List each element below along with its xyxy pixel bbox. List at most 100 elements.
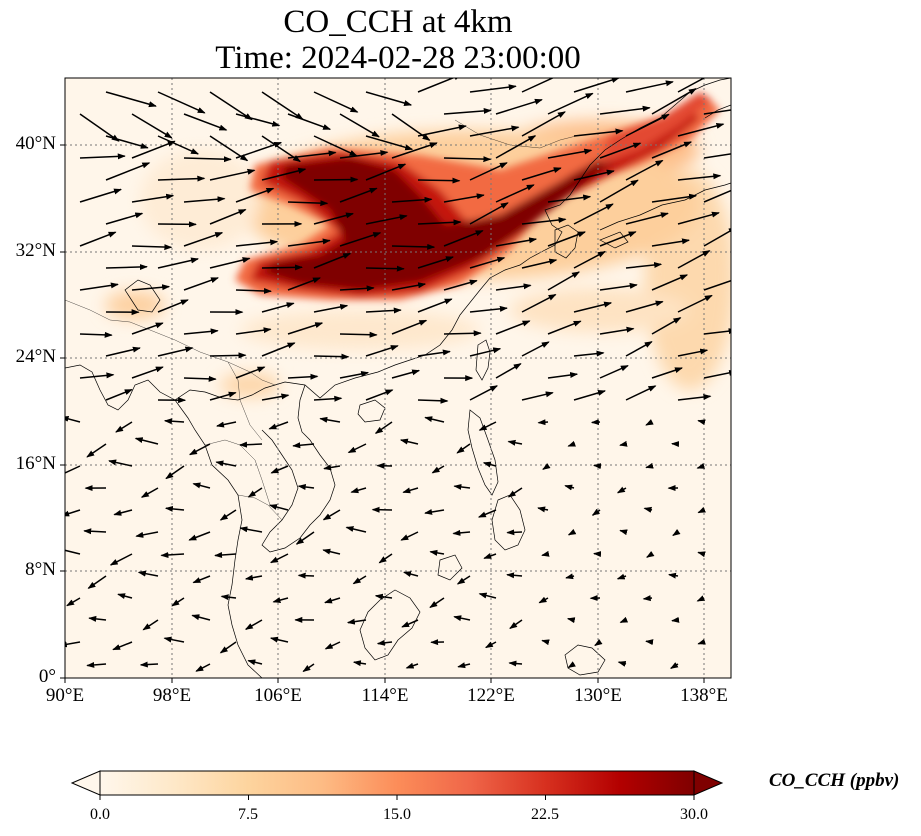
wind-arrow <box>244 619 263 630</box>
wind-arrow <box>482 461 497 468</box>
wind-arrow <box>429 597 445 609</box>
wind-arrow <box>645 639 654 646</box>
wind-arrow <box>599 231 637 247</box>
wind-arrow <box>506 572 523 579</box>
wind-arrow <box>547 320 582 335</box>
wind-arrow <box>509 619 523 630</box>
wind-arrow <box>391 319 428 335</box>
wind-arrow <box>209 168 256 181</box>
wind-arrow <box>651 141 693 159</box>
wind-arrow <box>261 393 290 401</box>
wind-arrow <box>391 196 433 203</box>
wind-arrow <box>697 638 706 645</box>
wind-arrow <box>365 307 402 314</box>
wind-arrow <box>616 573 627 580</box>
wind-arrow <box>547 92 594 115</box>
wind-arrow <box>313 212 354 225</box>
gridlines <box>65 78 731 678</box>
wind-arrow <box>347 443 367 454</box>
wind-arrow <box>117 593 133 599</box>
wind-arrow <box>677 173 722 181</box>
colorbar-gradient <box>99 770 695 796</box>
wind-arrow <box>677 294 713 313</box>
wind-arrow <box>247 659 263 666</box>
coastlines <box>65 78 731 678</box>
wind-arrow <box>452 529 471 536</box>
wind-arrow <box>469 347 502 357</box>
wind-arrow <box>189 443 211 456</box>
wind-arrow <box>508 660 523 667</box>
wind-arrow <box>313 303 349 313</box>
wind-arrow <box>157 175 206 182</box>
wind-arrow <box>495 135 537 159</box>
wind-arrow <box>670 662 679 669</box>
wind-arrow <box>651 367 683 379</box>
wind-arrow <box>365 163 407 181</box>
wind-arrow <box>567 661 576 669</box>
wind-arrow <box>424 416 445 423</box>
wind-arrow <box>521 167 562 181</box>
wind-arrow <box>131 113 173 139</box>
wind-arrow <box>456 443 471 454</box>
wind-arrow <box>163 418 185 425</box>
wind-arrow <box>195 663 211 672</box>
wind-arrow <box>272 597 289 603</box>
wind-arrow <box>671 616 680 623</box>
wind-arrow <box>417 349 451 357</box>
wind-arrow <box>339 187 378 203</box>
wind-arrow <box>391 243 436 250</box>
lon-label-122e: 122°E <box>467 685 515 706</box>
wind-arrow <box>339 285 375 292</box>
wind-arrow <box>209 257 251 269</box>
wind-arrow <box>564 484 575 491</box>
wind-arrow <box>599 282 638 291</box>
wind-arrow <box>346 618 367 625</box>
wind-arrow <box>157 257 199 269</box>
wind-arrow <box>164 505 185 512</box>
wind-arrow <box>183 375 217 382</box>
wind-arrow <box>521 217 567 225</box>
wind-arrow <box>209 391 237 401</box>
wind-arrow <box>319 416 341 423</box>
wind-arrow <box>672 528 681 537</box>
wind-arrow <box>668 572 679 579</box>
wind-arrow <box>134 437 159 445</box>
wind-arrow <box>105 264 148 271</box>
wind-arrow <box>417 219 462 226</box>
wind-arrow <box>547 231 586 247</box>
wind-arrow <box>417 177 461 184</box>
wind-arrow <box>83 528 107 535</box>
wind-arrow <box>547 372 579 379</box>
wind-arrow <box>374 421 393 434</box>
wind-arrow <box>365 214 408 225</box>
wind-arrow <box>244 574 263 581</box>
wind-arrow <box>163 636 185 643</box>
wind-arrow <box>66 597 81 607</box>
wind-arrow <box>79 282 119 291</box>
wind-arrow <box>391 142 438 159</box>
wind-arrow <box>295 531 315 545</box>
wind-arrow <box>697 419 706 426</box>
wind-arrow <box>188 531 211 541</box>
wind-arrow <box>270 553 289 564</box>
wind-arrow <box>616 486 627 494</box>
colorbar-tick-0: 0.0 <box>90 806 110 823</box>
wind-arrow <box>477 509 497 518</box>
wind-arrow <box>235 239 279 247</box>
wind-arrow <box>313 91 359 113</box>
wind-arrow <box>209 208 247 225</box>
wind-arrow <box>617 660 627 667</box>
wind-arrow <box>313 252 352 269</box>
wind-arrow <box>79 331 113 338</box>
wind-arrow <box>391 369 421 379</box>
wind-arrow <box>429 549 445 556</box>
wind-arrow <box>456 575 471 585</box>
wind-arrow <box>142 619 159 631</box>
wind-arrow <box>645 419 654 426</box>
wind-arrow <box>292 442 315 449</box>
wind-arrow <box>183 113 228 131</box>
colorbar-max-extend <box>693 770 724 796</box>
wind-arrow <box>365 389 394 401</box>
wind-arrow <box>483 553 497 560</box>
wind-arrow <box>651 88 697 115</box>
